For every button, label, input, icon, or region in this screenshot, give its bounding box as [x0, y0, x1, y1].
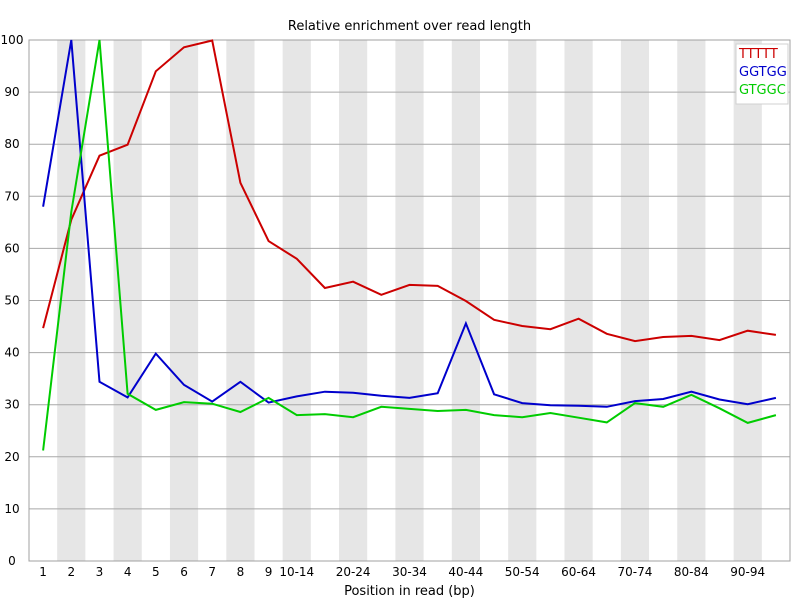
x-axis-label: Position in read (bp) [344, 584, 475, 599]
legend-entry-gtggc: GTGGC [739, 83, 786, 98]
x-tick-label: 4 [124, 565, 132, 579]
y-tick-label: 30 [4, 398, 19, 412]
x-tick-label: 2 [67, 565, 75, 579]
plot-frame [28, 39, 791, 562]
x-tick-label: 10-14 [279, 565, 314, 579]
y-tick-label: 90 [4, 85, 19, 99]
y-tick-label: 100 [1, 33, 24, 47]
y-tick-label: 50 [4, 294, 19, 308]
x-tick-label: 50-54 [505, 565, 540, 579]
x-tick-label: 3 [96, 565, 104, 579]
y-tick-label: 80 [4, 137, 19, 151]
y-tick-label: 60 [4, 241, 19, 255]
series-line-ggtgg [42, 39, 777, 408]
y-tick-label: 10 [4, 502, 19, 516]
x-tick-label: 1 [39, 565, 47, 579]
legend-box [735, 43, 789, 105]
x-tick-label: 30-34 [392, 565, 427, 579]
legend-entry-ggtgg: GGTGG [739, 65, 787, 80]
series-line-ttttt [42, 39, 777, 343]
x-tick-label: 80-84 [674, 565, 709, 579]
x-tick-label: 6 [180, 565, 188, 579]
x-tick-label: 9 [265, 565, 273, 579]
x-tick-label: 90-94 [730, 565, 765, 579]
legend: TTTTT GGTGG GTGGC [735, 43, 789, 105]
series-layer [42, 39, 777, 451]
x-tick-label: 60-64 [561, 565, 596, 579]
legend-entry-ttttt: TTTTT [738, 47, 778, 62]
x-tick-label: 40-44 [448, 565, 483, 579]
x-tick-label: 70-74 [618, 565, 653, 579]
x-tick-label: 5 [152, 565, 160, 579]
chart-title: Relative enrichment over read length [288, 19, 531, 34]
y-tick-label: 40 [4, 346, 19, 360]
x-tick-label: 7 [208, 565, 216, 579]
y-tick-label: 70 [4, 189, 19, 203]
y-axis-ticks: 0 10 20 30 40 50 60 70 80 90 100 [1, 33, 24, 568]
x-axis-ticks: 1 2 3 4 5 6 7 8 9 10-14 20-24 30-34 40-44 50-54 60-64 7… [39, 565, 765, 579]
x-tick-label: 8 [237, 565, 245, 579]
y-tick-label: 0 [8, 554, 16, 568]
series-line-gtggc [42, 39, 777, 451]
y-tick-label: 20 [4, 450, 19, 464]
x-tick-label: 20-24 [336, 565, 371, 579]
